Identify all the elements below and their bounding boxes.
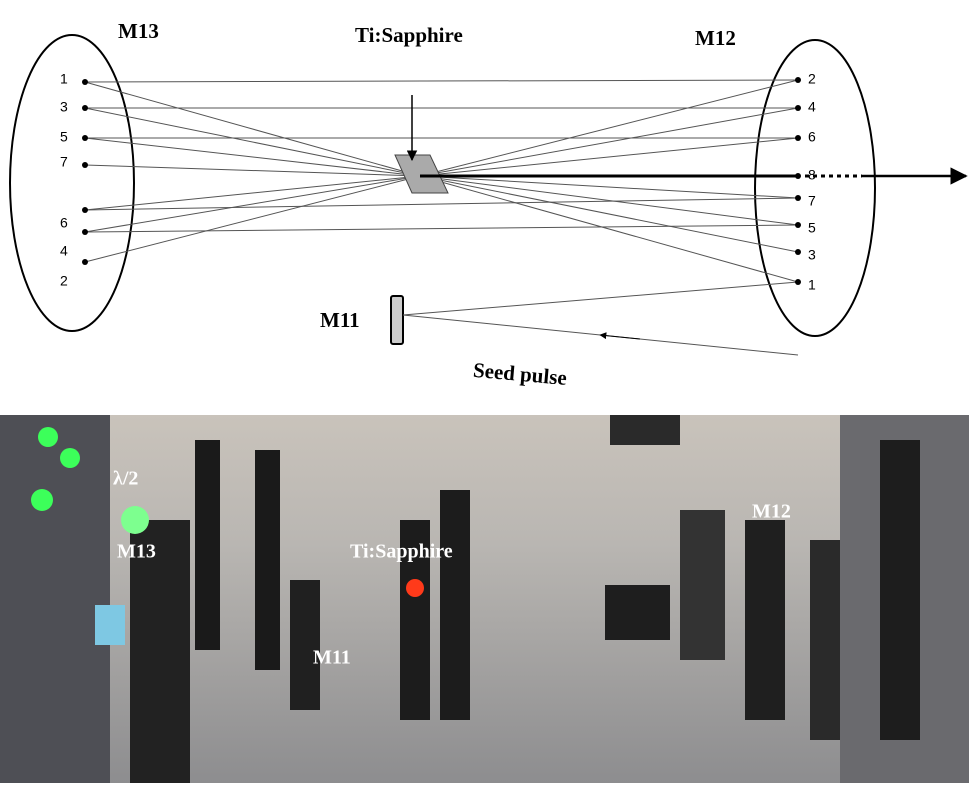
spot-label: 4 (808, 99, 816, 115)
spot-label: 3 (808, 247, 816, 263)
shape (680, 510, 725, 660)
beam (420, 176, 798, 282)
spot (82, 207, 88, 213)
spot (795, 173, 801, 179)
shape (0, 415, 110, 783)
spot (82, 162, 88, 168)
spot-label: 1 (60, 71, 68, 87)
beam (420, 138, 798, 176)
beam (85, 82, 420, 176)
photo-label: λ/2 (113, 468, 138, 490)
shape (880, 440, 920, 740)
label: M13 (118, 19, 159, 43)
shape (810, 540, 840, 740)
spot-label: 7 (60, 154, 68, 170)
beam (420, 108, 798, 176)
photo-label: M12 (752, 501, 791, 523)
spot-label: 5 (60, 129, 68, 145)
spot-label: 2 (60, 273, 68, 289)
mirror-m11 (391, 296, 403, 344)
spot-label: 3 (60, 99, 68, 115)
spot (82, 105, 88, 111)
label: M11 (320, 308, 360, 332)
photo-label: Ti:Sapphire (350, 541, 453, 563)
spot-label: 5 (808, 220, 816, 236)
spot-label: 8 (808, 167, 816, 183)
beam (85, 176, 420, 232)
spot-label: 7 (808, 193, 816, 209)
mirror-m13 (10, 35, 134, 331)
photo-label: M13 (117, 541, 156, 563)
shape (406, 579, 424, 597)
spot (795, 222, 801, 228)
shape (440, 490, 470, 720)
photo-label: M11 (313, 647, 351, 669)
shape (745, 520, 785, 720)
shape (60, 448, 80, 468)
spot (82, 79, 88, 85)
shape (31, 489, 53, 511)
label: M12 (695, 26, 736, 50)
shape (38, 427, 58, 447)
spot (795, 135, 801, 141)
beam (85, 176, 420, 262)
shape (121, 506, 149, 534)
photo: λ/2 M13 Ti:Sapphire M12 M11 (0, 415, 969, 783)
shape (610, 415, 680, 445)
shape (290, 580, 320, 710)
label: Ti:Sapphire (355, 23, 463, 47)
spot-label: 6 (60, 215, 68, 231)
shape (255, 450, 280, 670)
schematic: M13 Ti:Sapphire M12 M11 Seed pulse 1 3 5 7 6… (10, 19, 966, 390)
spot (795, 77, 801, 83)
spot (795, 105, 801, 111)
spot-label: 4 (60, 243, 68, 259)
spot (82, 259, 88, 265)
shape (605, 585, 670, 640)
seed-beam-reflected (403, 282, 798, 315)
beam (85, 108, 420, 176)
shape (195, 440, 220, 650)
spot (82, 135, 88, 141)
seed-arrow (600, 335, 640, 339)
shape (95, 605, 125, 645)
beam (85, 198, 798, 210)
spot (795, 195, 801, 201)
label: Seed pulse (472, 358, 568, 390)
beam (85, 80, 798, 82)
beam (420, 176, 798, 225)
beam (420, 80, 798, 176)
spot (795, 279, 801, 285)
spot (795, 249, 801, 255)
figure: M13 Ti:Sapphire M12 M11 Seed pulse 1 3 5 7 6… (0, 0, 969, 783)
spot-label: 1 (808, 277, 816, 293)
spot-label: 6 (808, 129, 816, 145)
spot (82, 229, 88, 235)
spot-label: 2 (808, 71, 816, 87)
